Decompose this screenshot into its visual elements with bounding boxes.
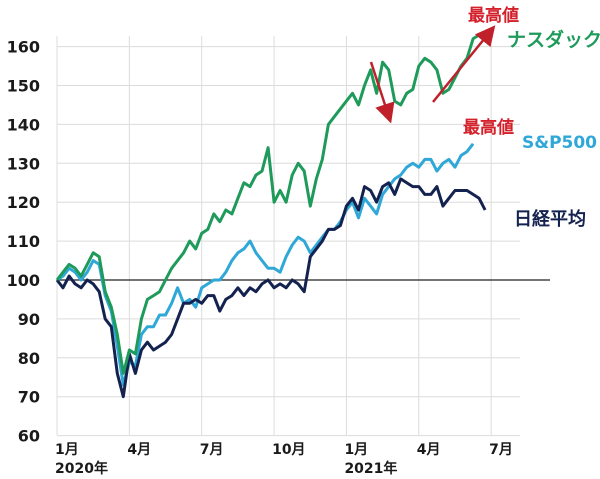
x-tick-label: 1月 [55,442,79,458]
annotation-record-high-sp500: 最高値 [463,117,514,138]
series-label-nikkei: 日経平均 [514,208,586,230]
y-tick-label: 140 [7,115,40,134]
x-tick-label: 10月 [272,442,305,458]
series-line [55,33,480,375]
series-line [55,177,487,399]
y-tick-label: 160 [7,38,40,57]
chart-axes: 60 70 80 90 100 110 120 130 140 150 160 1月 2020年 4月 7月… [7,38,550,477]
series-label-nasdaq: ナスダック [507,28,600,51]
y-tick-label: 150 [7,77,40,96]
x-tick-label: 7月 [489,442,513,458]
x-tick-label: 4月 [127,442,151,458]
y-tick-label: 110 [7,232,40,251]
y-tick-label: 130 [7,154,40,173]
y-tick-label: 90 [18,310,40,329]
x-tick-label: 1月 [344,442,368,458]
chart-series [55,33,487,399]
y-tick-label: 70 [18,388,40,407]
y-tick-label: 60 [18,427,40,446]
x-tick-label: 7月 [200,442,224,458]
arrow-up-icon [432,25,496,103]
y-tick-label: 120 [7,193,40,212]
arrow-down-icon [369,61,395,124]
x-tick-label: 4月 [417,442,441,458]
x-tick-year: 2020年 [55,460,108,477]
y-tick-label: 80 [18,349,40,368]
x-tick-year: 2021年 [344,460,397,477]
annotation-record-high-nasdaq: 最高値 [468,5,519,26]
series-label-sp500: S&P500 [522,133,597,153]
y-tick-label: 100 [7,271,40,290]
